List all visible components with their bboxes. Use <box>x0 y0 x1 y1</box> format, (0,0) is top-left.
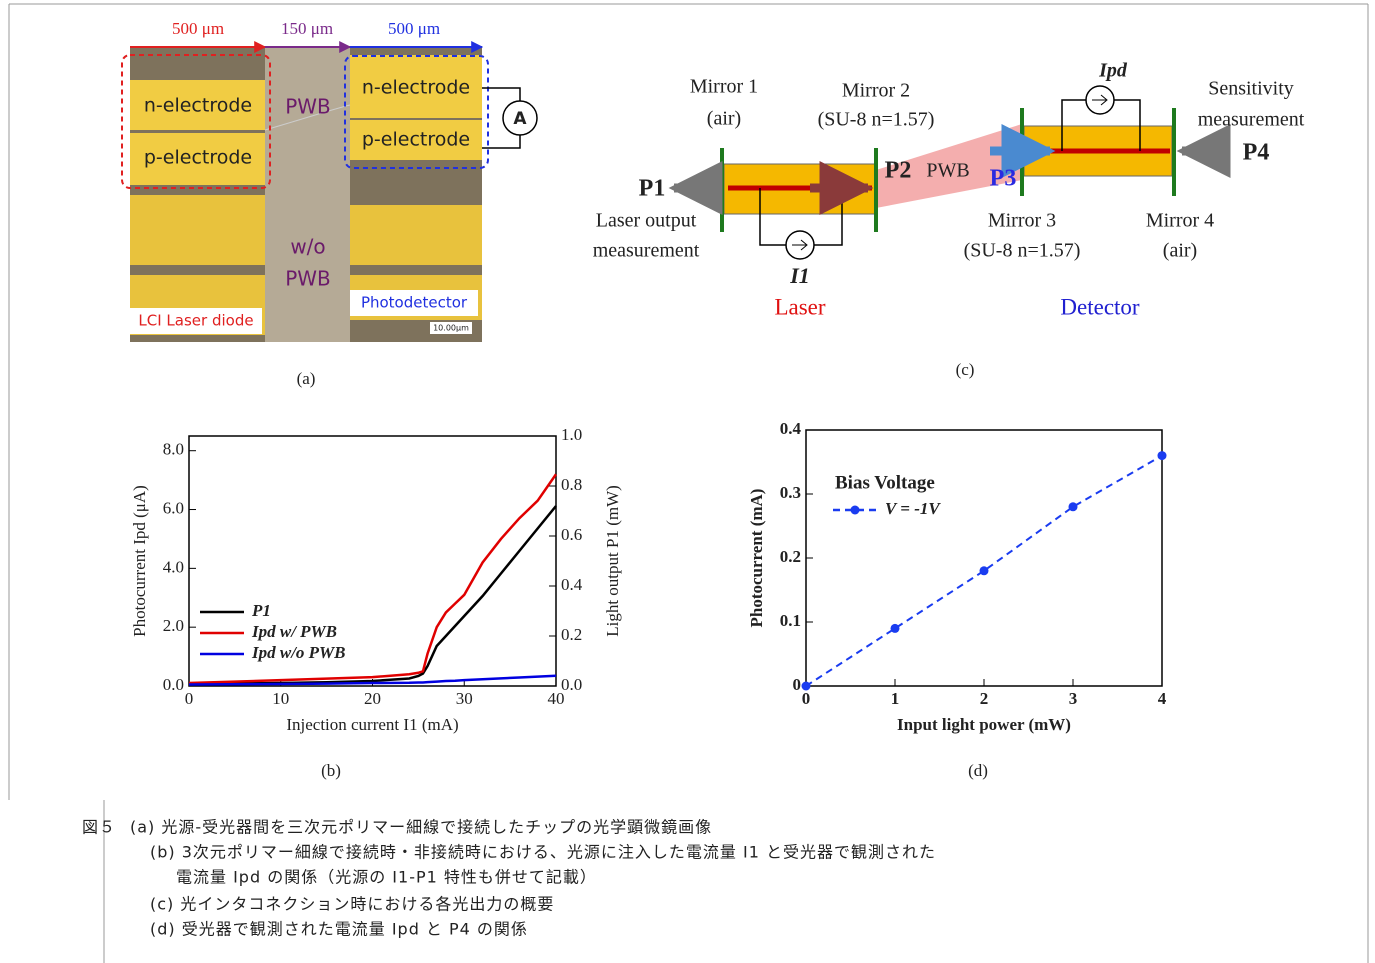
caption: 図５ (a) 光源-受光器間を三次元ポリマー細線で接続したチップの光学顕微鏡画像… <box>82 818 936 939</box>
panel-c: Mirror 1 (air) Mirror 2 (SU-8 n=1.57) Mi… <box>593 60 1305 379</box>
pad-label: n-electrode <box>362 77 470 99</box>
measure-label: measurement <box>1198 109 1305 131</box>
power-label: P3 <box>990 166 1017 192</box>
pwb-label: PWB <box>285 95 331 119</box>
mirror-label: Mirror 3 <box>988 210 1056 232</box>
y2-tick-label: 0.0 <box>561 675 582 694</box>
no-pwb-label: PWB <box>285 267 331 291</box>
y-tick-label: 0.2 <box>780 547 801 566</box>
y2-tick-label: 0.2 <box>561 625 582 644</box>
x-tick-label: 20 <box>364 689 381 708</box>
measure-label: Sensitivity <box>1208 78 1294 100</box>
legend-label: Ipd w/ PWB <box>251 622 337 641</box>
x-tick-label: 3 <box>1069 689 1078 708</box>
y2-tick-label: 0.4 <box>561 575 583 594</box>
plot-frame <box>189 436 556 686</box>
mirror-label: Mirror 2 <box>842 80 910 102</box>
caption-line: 電流量 Ipd の関係（光源の I1-P1 特性も併せて記載） <box>176 868 597 887</box>
y-axis-label: Photocurrent Ipd (μA) <box>130 485 149 637</box>
caption-line: (a) 光源-受光器間を三次元ポリマー細線で接続したチップの光学顕微鏡画像 <box>130 818 712 837</box>
x-axis-label: Input light power (mW) <box>897 715 1071 734</box>
legend-label: V = -1V <box>885 499 941 518</box>
detector-label: Detector <box>1060 294 1140 319</box>
detector-tag: Photodetector <box>361 294 468 312</box>
mirror-label: Mirror 1 <box>690 76 758 98</box>
current-label: Ipd <box>1098 60 1128 82</box>
x-tick-label: 0 <box>185 689 194 708</box>
panel-label: (c) <box>956 360 975 379</box>
y-axis-label: Photocurrent (mA) <box>747 489 766 628</box>
mirror-label: (SU-8 n=1.57) <box>818 109 935 131</box>
y-tick-label: 0.1 <box>780 611 801 630</box>
y-tick-label: 8.0 <box>163 440 184 459</box>
data-point <box>802 682 811 691</box>
mirror-label: Mirror 4 <box>1146 210 1214 232</box>
y2-tick-label: 0.8 <box>561 475 582 494</box>
x-tick-label: 0 <box>802 689 811 708</box>
ammeter: A <box>513 109 527 129</box>
caption-figure: 図５ <box>82 818 116 837</box>
current-label: I1 <box>789 263 810 288</box>
panel-label: (b) <box>321 761 341 780</box>
mirror-label: (air) <box>707 108 741 130</box>
y-tick-label: 0.4 <box>780 419 802 438</box>
figure-page: 500 μm 150 μm 500 μm n-electrode p-elect… <box>0 0 1375 963</box>
y-tick-label: 2.0 <box>163 616 184 635</box>
y-tick-label: 4.0 <box>163 557 184 576</box>
mirror-label: (air) <box>1163 240 1197 262</box>
pwb-label: PWB <box>926 160 969 182</box>
caption-line: (d) 受光器で観測された電流量 Ipd と P4 の関係 <box>150 920 528 939</box>
data-point <box>1158 451 1167 460</box>
panel-a: 500 μm 150 μm 500 μm n-electrode p-elect… <box>122 19 537 388</box>
measure-label: measurement <box>593 240 700 262</box>
power-label: P4 <box>1243 140 1270 166</box>
data-point <box>1069 502 1078 511</box>
no-pwb-label: w/o <box>290 235 325 259</box>
dim-label: 150 μm <box>281 19 333 38</box>
pad-label: p-electrode <box>362 129 470 151</box>
y-tick-label: 0.3 <box>780 483 801 502</box>
x-tick-label: 10 <box>272 689 289 708</box>
dim-label: 500 μm <box>388 19 440 38</box>
power-label: P2 <box>885 158 912 184</box>
data-point <box>891 624 900 633</box>
measure-label: Laser output <box>596 210 697 232</box>
legend-label: Ipd w/o PWB <box>251 643 346 662</box>
x-tick-label: 30 <box>456 689 473 708</box>
y-tick-label: 0.0 <box>163 675 184 694</box>
data-point <box>980 566 989 575</box>
dim-label: 500 μm <box>172 19 224 38</box>
plot-frame <box>806 430 1162 686</box>
panel-label: (d) <box>968 761 988 780</box>
laser-tag: LCI Laser diode <box>138 312 253 330</box>
series-line <box>189 474 556 683</box>
x-tick-label: 1 <box>891 689 900 708</box>
pad-label: p-electrode <box>144 147 252 169</box>
x-axis-label: Injection current I1 (mA) <box>286 715 458 734</box>
y2-axis-label: Light output P1 (mW) <box>603 485 622 637</box>
x-tick-label: 4 <box>1158 689 1167 708</box>
legend-title: Bias Voltage <box>835 472 935 493</box>
y-tick-label: 0 <box>793 675 802 694</box>
series-line <box>189 506 556 684</box>
y2-tick-label: 1.0 <box>561 425 582 444</box>
caption-line: (c) 光インタコネクション時における各光出力の概要 <box>150 895 554 914</box>
y-tick-label: 6.0 <box>163 498 184 517</box>
pad-label: n-electrode <box>144 95 252 117</box>
caption-line: (b) 3次元ポリマー細線で接続時・非接続時における、光源に注入した電流量 I1… <box>150 843 936 862</box>
x-tick-label: 2 <box>980 689 989 708</box>
power-label: P1 <box>639 176 666 202</box>
legend-label: P1 <box>251 601 271 620</box>
scale-bar: 10.00μm <box>433 324 469 333</box>
laser-label: Laser <box>774 294 825 319</box>
mirror-label: (SU-8 n=1.57) <box>964 240 1081 262</box>
y2-tick-label: 0.6 <box>561 525 582 544</box>
panel-label: (a) <box>297 369 316 388</box>
legend-marker <box>851 506 860 515</box>
